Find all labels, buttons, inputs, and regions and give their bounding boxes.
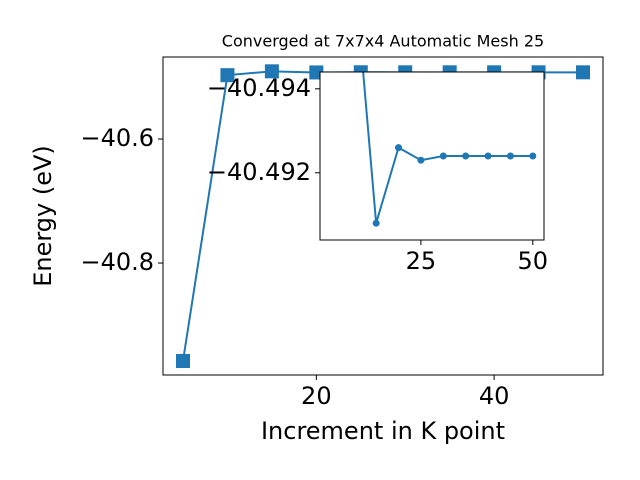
y-axis-label: Energy (eV) (29, 145, 57, 287)
chart-title: Converged at 7x7x4 Automatic Mesh 25 (222, 32, 544, 51)
marker (417, 156, 425, 164)
marker (484, 152, 492, 160)
marker (395, 144, 403, 152)
x-axis-label: Increment in K point (261, 417, 505, 445)
marker (529, 152, 537, 160)
x-tick-label: 50 (518, 247, 549, 275)
marker (439, 152, 447, 160)
y-tick-label: −40.492 (207, 158, 311, 186)
marker (372, 219, 380, 227)
x-tick-label: 40 (479, 382, 510, 410)
y-tick-label: −40.6 (80, 124, 154, 152)
axes-frame (162, 56, 604, 376)
axes-frame (319, 71, 545, 241)
marker (576, 65, 590, 80)
y-tick-label: −40.494 (207, 74, 311, 102)
y-tick-label: −40.8 (80, 248, 154, 276)
marker (462, 152, 470, 160)
series (362, 72, 537, 227)
x-tick-label: 20 (301, 382, 332, 410)
x-tick-label: 25 (406, 247, 437, 275)
marker (176, 353, 190, 368)
line (362, 72, 533, 224)
marker (220, 68, 235, 83)
marker (264, 64, 279, 79)
marker (506, 152, 514, 160)
